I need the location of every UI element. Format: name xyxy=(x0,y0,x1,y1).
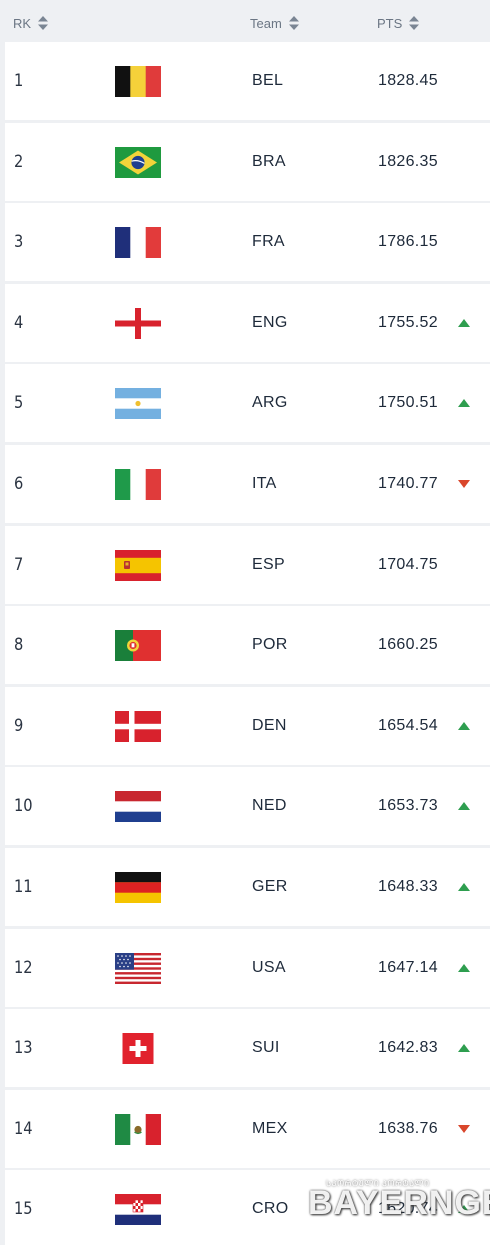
rank-header-label: RK xyxy=(13,15,32,31)
team-code: SUI xyxy=(252,1039,280,1057)
table-row[interactable]: 10 NED 1653.73 xyxy=(5,767,490,846)
trend-up-icon xyxy=(458,882,470,891)
team-code: BEL xyxy=(252,72,284,89)
table-row[interactable]: 14 MEX 1638.76 xyxy=(5,1089,490,1168)
rank-number: 9 xyxy=(14,715,24,736)
team-code: GER xyxy=(252,877,288,895)
table-row[interactable]: 1 BEL 1828.45 xyxy=(5,42,490,120)
table-header: RK Team PTS xyxy=(0,0,490,44)
trend-down-icon xyxy=(458,479,470,488)
belgium-flag-icon xyxy=(115,66,161,97)
table-row[interactable]: 6 ITA 1740.77 xyxy=(5,444,490,523)
team-code: POR xyxy=(252,636,288,654)
usa-flag-icon xyxy=(115,952,161,984)
points-value: 1786.15 xyxy=(378,233,438,251)
team-code: BRA xyxy=(252,152,286,170)
portugal-flag-icon xyxy=(115,630,161,662)
rank-number: 7 xyxy=(14,554,24,575)
rank-number: 1 xyxy=(14,71,24,91)
mexico-flag-icon xyxy=(115,1113,161,1145)
team-code: ENG xyxy=(252,313,288,331)
rank-number: 12 xyxy=(14,957,33,978)
rank-number: 14 xyxy=(14,1118,33,1139)
rank-number: 2 xyxy=(14,151,24,172)
points-value: 1826.35 xyxy=(378,152,438,170)
croatia-flag-icon xyxy=(115,1194,161,1226)
team-code: ITA xyxy=(252,474,277,492)
france-flag-icon xyxy=(115,227,161,259)
table-row[interactable]: 13 SUI 1642.83 xyxy=(5,1009,490,1088)
sort-icon[interactable] xyxy=(288,15,299,31)
trend-up-icon xyxy=(458,963,470,972)
team-code: DEN xyxy=(252,716,287,734)
trend-up-icon xyxy=(458,802,470,811)
rank-column-header[interactable]: RK xyxy=(13,14,49,32)
trend-up-icon xyxy=(458,1205,470,1214)
england-flag-icon xyxy=(115,307,161,339)
points-value: 1660.25 xyxy=(378,636,438,654)
points-value: 1654.54 xyxy=(378,716,438,734)
table-row[interactable]: 2 BRA 1826.35 xyxy=(5,122,490,201)
trend-up-icon xyxy=(458,399,470,408)
team-code: FRA xyxy=(252,233,285,251)
trend-up-icon xyxy=(458,318,470,327)
table-row[interactable]: 5 ARG 1750.51 xyxy=(5,364,490,443)
table-row[interactable]: 7 ESP 1704.75 xyxy=(5,525,490,604)
rank-number: 4 xyxy=(14,312,24,333)
argentina-flag-icon xyxy=(115,388,161,420)
points-value: 1620.74 xyxy=(378,1200,438,1218)
team-code: ARG xyxy=(252,394,288,412)
sort-icon[interactable] xyxy=(409,15,420,31)
rank-number: 11 xyxy=(14,876,33,897)
italy-flag-icon xyxy=(115,468,161,500)
table-row[interactable]: 8 POR 1660.25 xyxy=(5,606,490,685)
trend-up-icon xyxy=(458,1044,470,1053)
pts-column-header[interactable]: PTS xyxy=(377,14,420,32)
points-value: 1750.51 xyxy=(378,394,438,412)
table-row[interactable]: 9 DEN 1654.54 xyxy=(5,686,490,765)
trend-down-icon xyxy=(458,1124,470,1133)
spain-flag-icon xyxy=(115,549,161,581)
rankings-table: 1 BEL 1828.45 2 BRA 1826.35 3 FRA 1786.15 4 ENG 175… xyxy=(5,42,490,1245)
table-row[interactable]: 12 USA 1647.14 xyxy=(5,928,490,1007)
rank-number: 3 xyxy=(14,232,24,253)
points-value: 1828.45 xyxy=(378,72,438,89)
team-code: CRO xyxy=(252,1200,289,1218)
points-value: 1647.14 xyxy=(378,958,438,976)
netherlands-flag-icon xyxy=(115,791,161,823)
team-code: MEX xyxy=(252,1119,288,1137)
rank-number: 13 xyxy=(14,1038,33,1059)
table-row[interactable]: 11 GER 1648.33 xyxy=(5,847,490,926)
rank-number: 10 xyxy=(14,796,33,817)
table-row[interactable]: 15 CRO 1620.74 xyxy=(5,1170,490,1245)
rank-number: 8 xyxy=(14,635,24,656)
germany-flag-icon xyxy=(115,871,161,903)
denmark-flag-icon xyxy=(115,710,161,742)
trend-up-icon xyxy=(458,721,470,730)
table-row[interactable]: 4 ENG 1755.52 xyxy=(5,283,490,362)
rank-number: 15 xyxy=(14,1199,33,1220)
table-row[interactable]: 3 FRA 1786.15 xyxy=(5,203,490,282)
points-value: 1638.76 xyxy=(378,1119,438,1137)
points-value: 1740.77 xyxy=(378,474,438,492)
switzerland-flag-icon xyxy=(115,1033,161,1065)
team-header-label: Team xyxy=(250,15,282,31)
team-column-header[interactable]: Team xyxy=(250,14,299,32)
brazil-flag-icon xyxy=(115,146,161,178)
team-code: NED xyxy=(252,797,287,815)
points-value: 1653.73 xyxy=(378,797,438,815)
pts-header-label: PTS xyxy=(377,15,403,31)
points-value: 1755.52 xyxy=(378,313,438,331)
points-value: 1704.75 xyxy=(378,555,438,573)
points-value: 1642.83 xyxy=(378,1039,438,1057)
team-code: ESP xyxy=(252,555,285,573)
team-code: USA xyxy=(252,958,286,976)
rank-number: 5 xyxy=(14,393,24,414)
sort-icon[interactable] xyxy=(38,15,49,31)
points-value: 1648.33 xyxy=(378,877,438,895)
rank-number: 6 xyxy=(14,473,24,494)
